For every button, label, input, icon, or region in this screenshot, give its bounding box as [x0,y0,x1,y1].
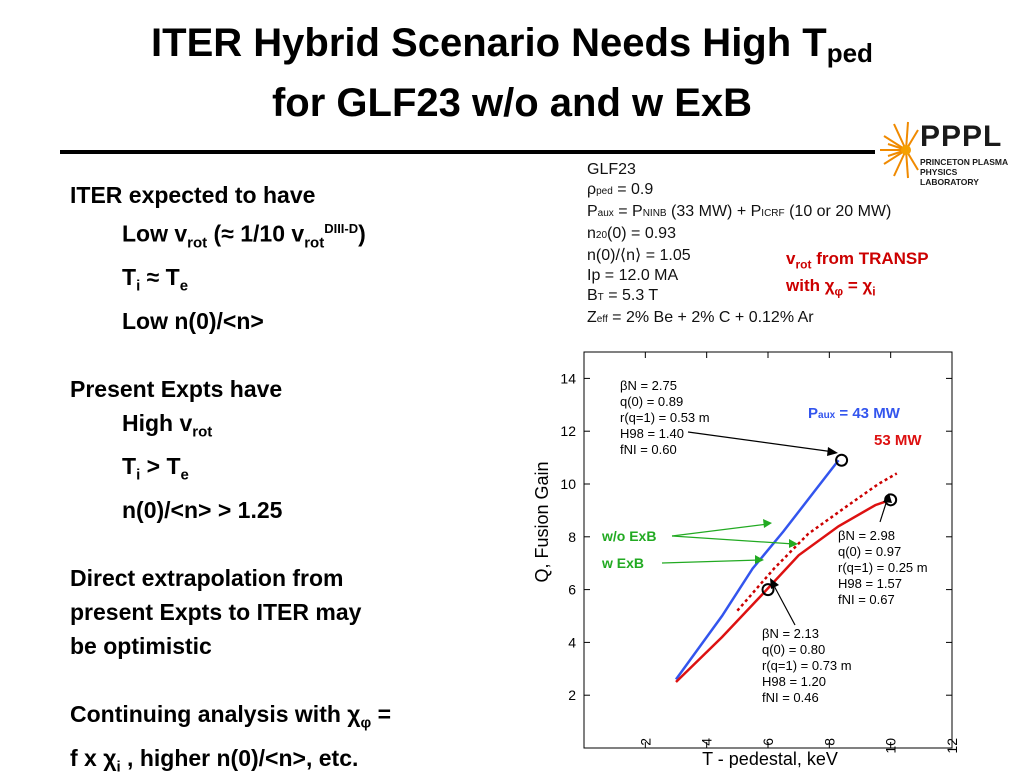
y-tick-label: 6 [568,582,576,598]
arrowhead-2 [883,493,892,503]
transp-note: vrot from TRANSP with χφ = χi [786,248,929,303]
text-line: Low n(0)/<n> [122,307,264,334]
text-line: Ti ≈ Te [122,264,189,295]
axis-ticks: 2 4 6 8 10 12 14 2 4 6 8 10 12 [560,352,960,754]
series-line-0 [674,459,840,681]
green-arrow-1 [671,523,769,537]
x-tick-label: 4 [699,738,715,746]
title-divider [60,150,875,154]
x-axis-label: T - pedestal, keV [702,749,838,768]
arrowhead-3 [770,578,779,589]
parameter-list: GLF23 ρped = 0.9 Paux = PNINB (33 MW) + … [587,160,891,330]
point-marker [761,583,775,597]
green-arrowhead-1 [763,519,772,528]
arrow-annotation-3 [771,581,796,626]
y-tick-label: 2 [568,687,576,703]
annotation-line: fNI = 0.60 [620,442,677,457]
arrow-annotation-1 [687,431,835,453]
text-line: Present Expts have [70,375,283,402]
param-line: Ip = 12.0 MA [587,267,679,284]
annotation-line: r(q=1) = 0.53 m [620,410,710,425]
text-line: ITER expected to have [70,182,316,208]
y-tick-label: 4 [568,634,576,650]
text-line: be optimistic [70,633,212,660]
green-arrow-2 [671,535,795,545]
annotation-line: H98 = 1.40 [620,426,684,441]
series-group [674,459,898,683]
text-line: f x χi , higher n(0)/<n>, etc. [70,744,359,776]
y-tick-label: 10 [560,476,576,492]
param-line: ρped = 0.9 [587,181,654,198]
point-marker [835,453,849,467]
text-line: present Expts to ITER may [70,599,362,626]
param-line: BT = 5.3 T [587,287,659,304]
text-line: Ti > Te [122,453,189,485]
param-line: Paux = PNINB (33 MW) + PICRF (10 or 20 M… [587,203,892,220]
fusion-gain-chart: 2 4 6 8 10 12 14 2 4 6 8 10 12 T - pedestal, keV Q, … [532,351,960,768]
text-line: Continuing analysis with χφ = [70,701,392,732]
param-line: Zeff = 2% Be + 2% C + 0.12% Ar [587,309,814,326]
title-text: ITER Hybrid Scenario Needs High T [151,21,827,65]
transp-line2: with χφ = χi [786,276,876,299]
text-line: Low vrot (≈ 1/10 vrotDIII-D) [122,220,366,252]
x-tick-label: 12 [944,738,960,754]
text-line: n(0)/<n> > 1.25 [122,497,283,524]
title-subscript: ped [826,38,873,68]
y-tick-label: 14 [560,370,576,386]
annotation-line: r(q=1) = 0.73 m [762,658,852,673]
annotation-line: fNI = 0.67 [838,592,895,607]
x-tick-label: 2 [637,738,653,746]
series-line-1 [675,498,892,683]
annotation-line: βN = 2.98 [838,528,895,543]
param-line: n20(0) = 0.93 [587,225,676,242]
annotation-line: H98 = 1.57 [838,576,902,591]
x-tick-label: 8 [821,738,837,746]
green-arrowhead-2 [789,539,798,548]
annotation-line: H98 = 1.20 [762,674,826,689]
annotation-line: q(0) = 0.97 [838,544,901,559]
y-tick-label: 8 [568,529,576,545]
transp-line1: vrot from TRANSP [786,249,929,272]
annotation-line: r(q=1) = 0.25 m [838,560,928,575]
green-arrow-3 [661,559,761,564]
x-tick-label: 6 [760,738,776,746]
logo-line1: PRINCETON PLASMA [920,157,1009,167]
text-line: Direct extrapolation from [70,565,344,592]
annotation-line: βN = 2.75 [620,378,677,393]
logo-line2: PHYSICS LABORATORY [920,167,979,187]
annotation-line: βN = 2.13 [762,626,819,641]
text-line: High vrot [122,409,213,441]
green-arrowhead-3 [755,555,764,564]
bullet-text: ITER expected to have Low vrot (≈ 1/10 v… [70,178,490,784]
x-tick-label: 10 [883,738,899,754]
param-line: n(0)/⟨n⟩ = 1.05 [587,247,691,264]
annotation-line: q(0) = 0.89 [620,394,683,409]
slide-title: ITER Hybrid Scenario Needs High Tped for… [0,18,1024,128]
logo-wordmark: PPPL [920,120,1003,153]
y-tick-label: 12 [560,423,576,439]
y-axis-label: Q, Fusion Gain [532,461,552,582]
title-line2: for GLF23 w/o and w ExB [271,81,753,125]
starburst-icon [880,121,919,179]
logo-subtitle: PRINCETON PLASMA PHYSICS LABORATORY [920,157,1018,187]
arrowhead-1 [827,447,838,456]
annotation-line: fNI = 0.46 [762,690,819,705]
label-wo-exb: w/o ExB [601,528,656,544]
annotation-line: q(0) = 0.80 [762,642,825,657]
series-line-2 [736,472,898,612]
param-line: GLF23 [587,161,636,178]
legend-53mw: 53 MW [874,432,922,449]
label-w-exb: w ExB [601,555,644,571]
pppl-logo: PPPL PRINCETON PLASMA PHYSICS LABORATORY [878,120,1018,187]
legend-43mw: Paux = 43 MW [808,405,901,422]
